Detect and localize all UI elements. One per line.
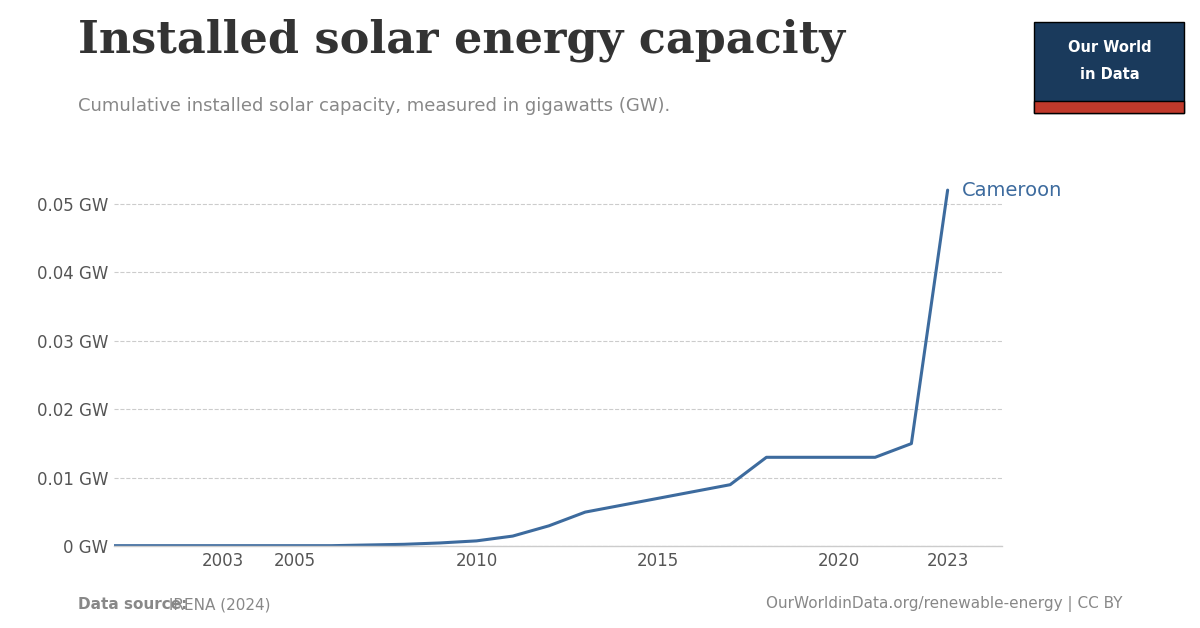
FancyBboxPatch shape: [1034, 22, 1184, 113]
Text: Cumulative installed solar capacity, measured in gigawatts (GW).: Cumulative installed solar capacity, mea…: [78, 97, 671, 116]
Text: Installed solar energy capacity: Installed solar energy capacity: [78, 19, 845, 62]
Text: Cameroon: Cameroon: [962, 181, 1062, 200]
Text: in Data: in Data: [1080, 67, 1139, 82]
Text: Our World: Our World: [1068, 40, 1151, 55]
FancyBboxPatch shape: [1034, 101, 1184, 113]
Text: OurWorldinData.org/renewable-energy | CC BY: OurWorldinData.org/renewable-energy | CC…: [766, 597, 1122, 612]
Text: Data source:: Data source:: [78, 597, 187, 612]
Text: IRENA (2024): IRENA (2024): [164, 597, 271, 612]
